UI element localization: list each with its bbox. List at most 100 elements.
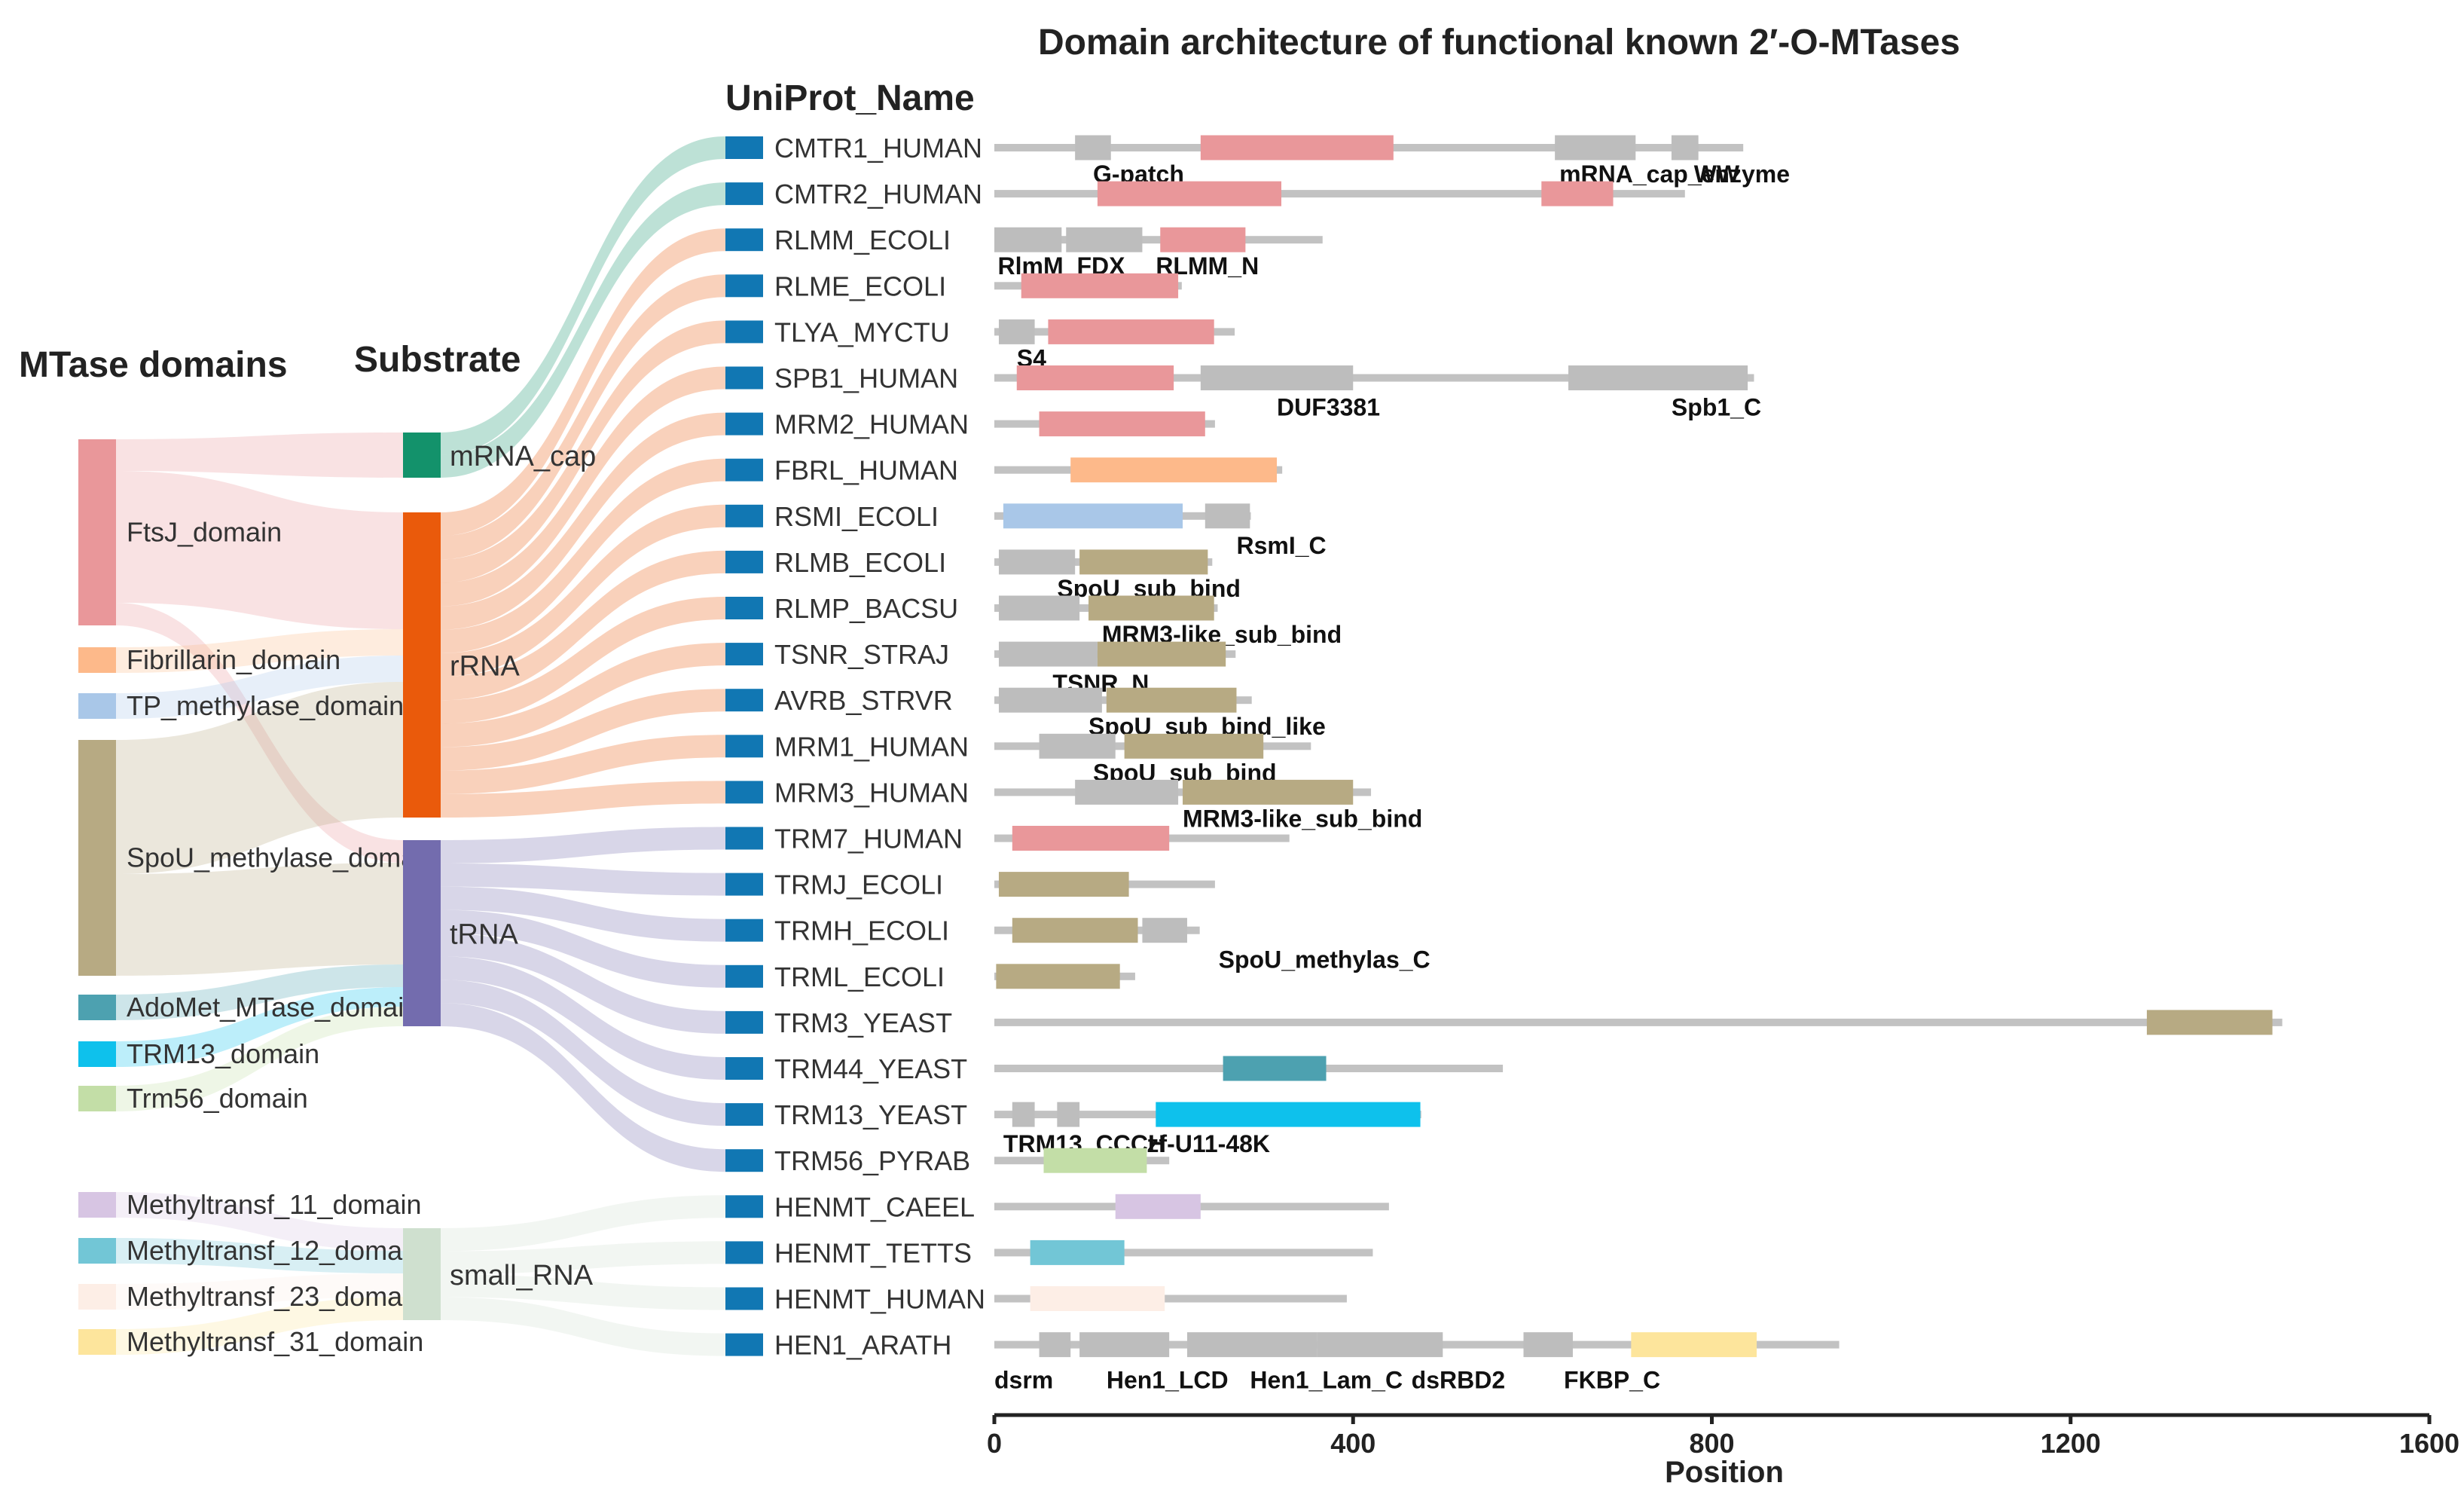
flow-tp-methylase-domain-to-rrna: [116, 656, 403, 719]
domain-block-mrm3-human-0: [1075, 779, 1179, 805]
flow-ftsj-domain-to-mrna-cap: [116, 433, 403, 478]
protein-label-mrm3-human: MRM3_HUMAN: [774, 777, 969, 808]
domain-annotation-hen1-arath-dsrm: dsrm: [994, 1367, 1053, 1394]
domain-block-rlmm-ecoli-0: [994, 227, 1062, 252]
protein-marker-trm13-yeast: [725, 1103, 763, 1126]
domain-block-mrm1-human-1: [1124, 733, 1264, 759]
domain-label-adomet-mtase-domain: AdoMet_MTase_domain: [127, 992, 419, 1022]
domain-node-adomet-mtase-domain: [78, 995, 116, 1020]
domain-block-trml-ecoli-0: [996, 964, 1120, 989]
protein-marker-mrm3-human: [725, 781, 763, 804]
flow-trna-to-trm13-yeast: [441, 980, 725, 1126]
substrate-nodes: mRNA_cap rRNA tRNA small_RNA: [403, 433, 596, 1320]
domain-block-trm3-yeast-0: [2146, 1010, 2273, 1035]
domain-annotation-cmtr1-human-ww: WW: [1694, 160, 1740, 188]
domain-node-fibrillarin-domain: [78, 647, 116, 673]
protein-marker-henmt-caeel: [725, 1195, 763, 1218]
x-axis-label: Position: [1665, 1456, 1784, 1489]
domain-block-rlmm-ecoli-2: [1160, 227, 1246, 252]
flow-trm13-domain-to-trna: [116, 987, 403, 1067]
protein-label-henmt-human: HENMT_HUMAN: [774, 1284, 985, 1315]
flow-rrna-to-tlya-myctu: [441, 320, 725, 583]
domain-node-methyltransf-12-domain: [78, 1238, 116, 1264]
protein-label-cmtr2-human: CMTR2_HUMAN: [774, 179, 982, 209]
domain-annotation-hen1-arath-hen1-lam-c: Hen1_Lam_C: [1250, 1367, 1403, 1394]
domain-block-trm7-human-0: [1012, 826, 1170, 851]
substrate-node-mrna-cap: [403, 433, 441, 478]
protein-label-cmtr1-human: CMTR1_HUMAN: [774, 133, 982, 164]
domain-label-trm13-domain: TRM13_domain: [127, 1038, 319, 1069]
domain-label-methyltransf-31-domain: Methyltransf_31_domain: [127, 1326, 423, 1357]
domain-label-methyltransf-23-domain: Methyltransf_23_domain: [127, 1281, 423, 1312]
protein-marker-rlmm-ecoli: [725, 228, 763, 252]
protein-label-trm3-yeast: TRM3_YEAST: [774, 1007, 952, 1038]
protein-marker-rlmb-ecoli: [725, 550, 763, 573]
domain-block-rlmm-ecoli-1: [1066, 227, 1143, 252]
substrate-node-rrna: [403, 512, 441, 818]
domain-block-avrb-strvr-0: [998, 687, 1102, 713]
protein-label-mrm1-human: MRM1_HUMAN: [774, 731, 969, 762]
flow-methyltransf-23-domain-to-small-rna: [116, 1273, 403, 1310]
protein-marker-trmj-ecoli: [725, 873, 763, 896]
backbone-trm3-yeast: [994, 1018, 2282, 1026]
domain-node-tp-methylase-domain: [78, 693, 116, 719]
flow-rrna-to-rlmm-ecoli: [441, 228, 725, 536]
flow-rrna-to-fbrl-human: [441, 458, 725, 653]
domain-block-trm13-yeast-0: [1012, 1102, 1035, 1127]
protein-label-rlmp-bacsu: RLMP_BACSU: [774, 593, 958, 624]
domain-label-ftsj-domain: FtsJ_domain: [127, 517, 282, 548]
protein-label-rlmm-ecoli: RLMM_ECOLI: [774, 225, 951, 255]
domain-nodes: FtsJ_domain Fibrillarin_domain TP_methylas…: [78, 439, 437, 1357]
flow-rrna-to-avrb-strvr: [441, 689, 725, 771]
protein-label-tsnr-straj: TSNR_STRAJ: [774, 639, 949, 670]
domain-annotation-spb1-human-duf3381: DUF3381: [1277, 394, 1380, 421]
domain-block-fbrl-human-0: [1070, 457, 1278, 483]
substrate-label-trna: tRNA: [450, 919, 518, 951]
domain-block-tlya-myctu-1: [1048, 319, 1214, 344]
protein-marker-mrm1-human: [725, 735, 763, 758]
flow-rrna-to-rlmp-bacsu: [441, 597, 725, 724]
flow-trm56-domain-to-trna: [116, 1007, 403, 1111]
substrate-node-trna: [403, 840, 441, 1026]
domain-block-henmt-tetts-0: [1030, 1239, 1125, 1265]
domain-block-rlmb-ecoli-1: [1079, 549, 1208, 575]
header-mtase-domains: MTase domains: [19, 345, 288, 385]
protein-marker-henmt-tetts: [725, 1241, 763, 1264]
protein-marker-mrm2-human: [725, 412, 763, 436]
protein-label-trm56-pyrab: TRM56_PYRAB: [774, 1145, 970, 1176]
protein-label-rlme-ecoli: RLME_ECOLI: [774, 271, 946, 301]
protein-marker-avrb-strvr: [725, 689, 763, 712]
flow-ftsj-domain-to-trna: [116, 603, 403, 863]
protein-label-trmh-ecoli: TRMH_ECOLI: [774, 915, 949, 946]
domain-block-avrb-strvr-1: [1106, 687, 1237, 713]
domain-node-trm13-domain: [78, 1041, 116, 1067]
domain-annotation-hen1-arath-dsrbd2: dsRBD2: [1412, 1367, 1505, 1394]
protein-marker-fbrl-human: [725, 458, 763, 481]
flow-small-rna-to-henmt-caeel: [441, 1195, 725, 1252]
flow-trna-to-trm44-yeast: [441, 956, 725, 1080]
protein-marker-rlme-ecoli: [725, 274, 763, 298]
flow-spou-methylase-domain-to-rrna: [116, 682, 403, 874]
domain-node-methyltransf-23-domain: [78, 1284, 116, 1310]
domain-block-hen1-arath-3: [1317, 1332, 1443, 1358]
domain-block-hen1-arath-2: [1186, 1332, 1317, 1358]
flow-rrna-to-rlme-ecoli: [441, 274, 725, 560]
flow-rrna-to-mrm2-human: [441, 412, 725, 630]
domain-annotation-hen1-arath-hen1-lcd: Hen1_LCD: [1107, 1367, 1229, 1394]
flow-methyltransf-12-domain-to-small-rna: [116, 1238, 403, 1273]
x-tick-label-800: 800: [1689, 1428, 1734, 1459]
flow-trna-to-trm3-yeast: [441, 933, 725, 1034]
flow-spou-methylase-domain-to-trna: [116, 863, 403, 976]
domain-annotation-trmh-ecoli-spou-methylas-c: SpoU_methylas_C: [1219, 946, 1430, 974]
domain-block-mrm2-human-0: [1039, 411, 1205, 437]
domain-block-spb1-human-1: [1200, 365, 1354, 390]
flow-rrna-to-spb1-human: [441, 366, 725, 607]
backbone-henmt-tetts: [994, 1249, 1373, 1257]
domain-block-trm56-pyrab-0: [1043, 1148, 1147, 1173]
domain-annotation-trm13-yeast-zf-u11-48k: zf-U11-48K: [1147, 1130, 1270, 1157]
flow-rrna-to-rlmb-ecoli: [441, 550, 725, 701]
domain-block-cmtr1-human-1: [1200, 135, 1394, 160]
domain-block-rsmi-ecoli-1: [1205, 503, 1250, 529]
flow-methyltransf-31-domain-to-small-rna: [116, 1297, 403, 1355]
flow-rrna-to-mrm1-human: [441, 735, 725, 794]
